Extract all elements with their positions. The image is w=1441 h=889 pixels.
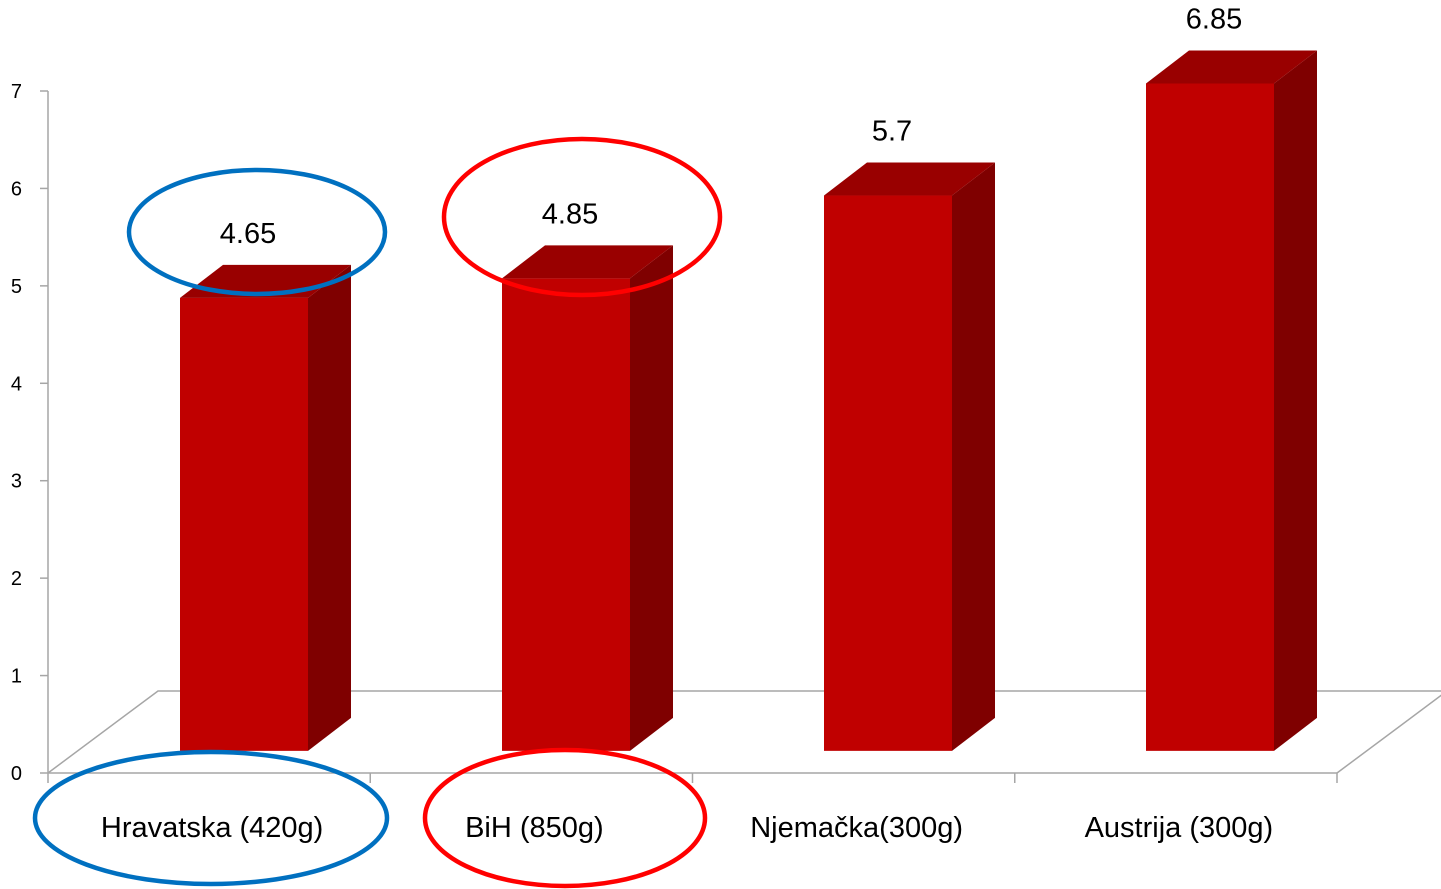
value-highlight-ellipse	[441, 136, 723, 298]
bar-top-face	[824, 162, 995, 196]
data-label: 5.7	[872, 116, 912, 148]
bar	[1146, 50, 1317, 751]
bar-front-face	[824, 195, 952, 751]
bar-top-face	[1146, 50, 1317, 84]
bar-top-face	[502, 245, 673, 279]
bar-side-face	[308, 264, 351, 751]
data-labels: 4.65 4.85 5.7 6.85	[220, 3, 1242, 249]
data-label: 4.65	[220, 218, 276, 250]
chart-axes	[47, 91, 1441, 783]
category-highlight-ellipse	[422, 747, 708, 889]
y-tick-label: 5	[11, 276, 22, 298]
y-tick-label: 2	[11, 568, 22, 590]
bar-series	[180, 50, 1317, 751]
bar-front-face	[180, 297, 308, 751]
bar-front-face	[502, 278, 630, 751]
bar-front-face	[1146, 83, 1274, 751]
category-label: BiH (850g)	[465, 812, 604, 844]
bar-side-face	[952, 162, 995, 751]
bar	[824, 162, 995, 751]
y-tick-label: 4	[11, 373, 22, 395]
y-tick-label: 6	[11, 178, 22, 200]
bar-side-face	[1274, 50, 1317, 751]
category-label: Hravatska (420g)	[101, 812, 323, 844]
y-tick-label: 7	[11, 81, 22, 103]
category-label: Austrija (300g)	[1085, 812, 1274, 844]
y-tick-label: 0	[11, 763, 22, 785]
value-highlight-ellipse	[126, 167, 388, 297]
category-label: Njemačka(300g)	[750, 812, 963, 844]
y-tick-label: 3	[11, 471, 22, 493]
highlight-ellipses	[32, 136, 723, 889]
bar	[180, 264, 351, 751]
y-axis-ticks: 0 1 2 3 4 5 6 7	[11, 81, 48, 785]
category-labels: Hravatska (420g) BiH (850g) Njemačka(300g)…	[101, 812, 1273, 844]
bar	[502, 245, 673, 751]
floor-plane	[47, 690, 1441, 774]
category-highlight-ellipse	[32, 749, 390, 887]
data-label: 6.85	[1186, 3, 1242, 35]
y-tick-label: 1	[11, 666, 22, 688]
bar-side-face	[630, 245, 673, 751]
data-label: 4.85	[542, 198, 598, 230]
